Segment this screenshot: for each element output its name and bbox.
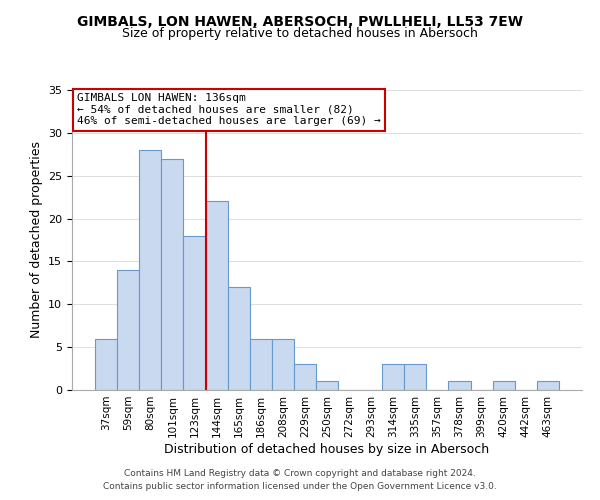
Bar xyxy=(227,287,250,390)
Bar xyxy=(95,338,117,390)
Bar xyxy=(537,382,559,390)
Text: GIMBALS, LON HAWEN, ABERSOCH, PWLLHELI, LL53 7EW: GIMBALS, LON HAWEN, ABERSOCH, PWLLHELI, … xyxy=(77,15,523,29)
Text: GIMBALS LON HAWEN: 136sqm
← 54% of detached houses are smaller (82)
46% of semi-: GIMBALS LON HAWEN: 136sqm ← 54% of detac… xyxy=(77,93,381,126)
Bar xyxy=(139,150,161,390)
Bar xyxy=(404,364,427,390)
Bar xyxy=(117,270,139,390)
Bar xyxy=(272,338,294,390)
Bar xyxy=(184,236,206,390)
Bar xyxy=(316,382,338,390)
Text: Contains public sector information licensed under the Open Government Licence v3: Contains public sector information licen… xyxy=(103,482,497,491)
Y-axis label: Number of detached properties: Number of detached properties xyxy=(29,142,43,338)
Bar xyxy=(161,158,184,390)
Bar xyxy=(206,202,227,390)
Bar xyxy=(294,364,316,390)
Bar xyxy=(250,338,272,390)
Text: Size of property relative to detached houses in Abersoch: Size of property relative to detached ho… xyxy=(122,28,478,40)
Bar xyxy=(493,382,515,390)
X-axis label: Distribution of detached houses by size in Abersoch: Distribution of detached houses by size … xyxy=(164,442,490,456)
Text: Contains HM Land Registry data © Crown copyright and database right 2024.: Contains HM Land Registry data © Crown c… xyxy=(124,468,476,477)
Bar xyxy=(382,364,404,390)
Bar xyxy=(448,382,470,390)
